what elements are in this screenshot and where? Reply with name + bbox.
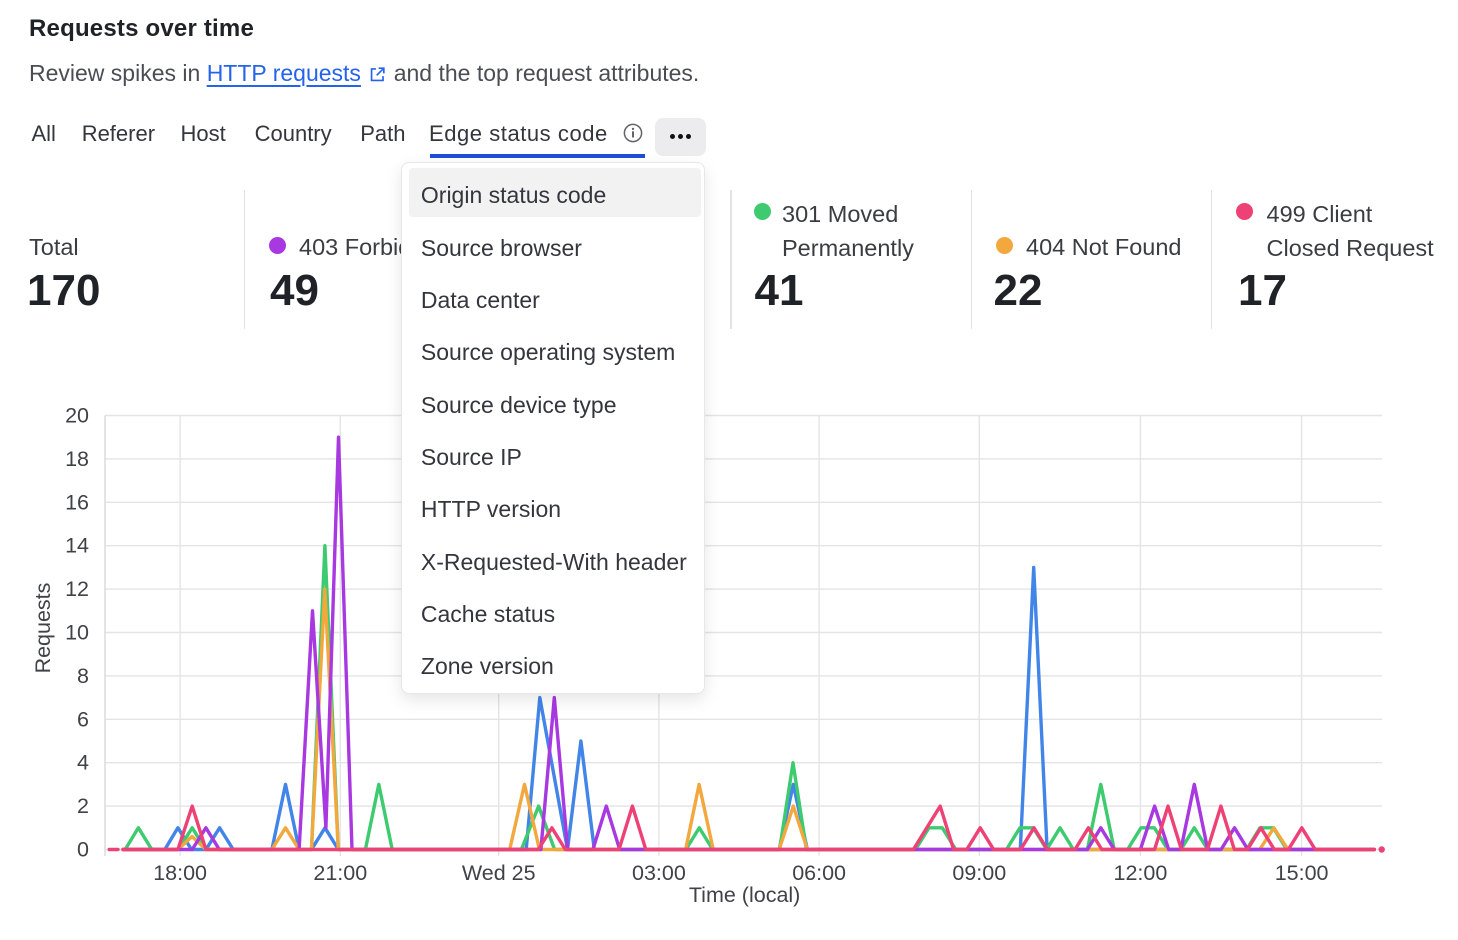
svg-text:06:00: 06:00 xyxy=(792,861,846,885)
svg-text:0: 0 xyxy=(77,838,89,862)
svg-text:09:00: 09:00 xyxy=(952,861,1006,885)
svg-text:03:00: 03:00 xyxy=(632,861,686,885)
svg-text:20: 20 xyxy=(65,404,89,428)
svg-text:18: 18 xyxy=(65,447,89,471)
svg-text:14: 14 xyxy=(65,534,89,558)
svg-text:10: 10 xyxy=(65,621,89,645)
svg-text:Wed 25: Wed 25 xyxy=(462,861,536,885)
svg-text:12:00: 12:00 xyxy=(1113,861,1167,885)
svg-text:4: 4 xyxy=(77,751,89,775)
svg-text:Requests: Requests xyxy=(31,583,55,674)
svg-text:15:00: 15:00 xyxy=(1275,861,1329,885)
svg-text:6: 6 xyxy=(77,707,89,731)
svg-text:16: 16 xyxy=(65,490,89,514)
svg-text:12: 12 xyxy=(65,577,89,601)
svg-text:21:00: 21:00 xyxy=(313,861,367,885)
svg-text:Time (local): Time (local) xyxy=(689,883,801,907)
svg-text:2: 2 xyxy=(77,794,89,818)
svg-text:8: 8 xyxy=(77,664,89,688)
svg-text:18:00: 18:00 xyxy=(153,861,207,885)
